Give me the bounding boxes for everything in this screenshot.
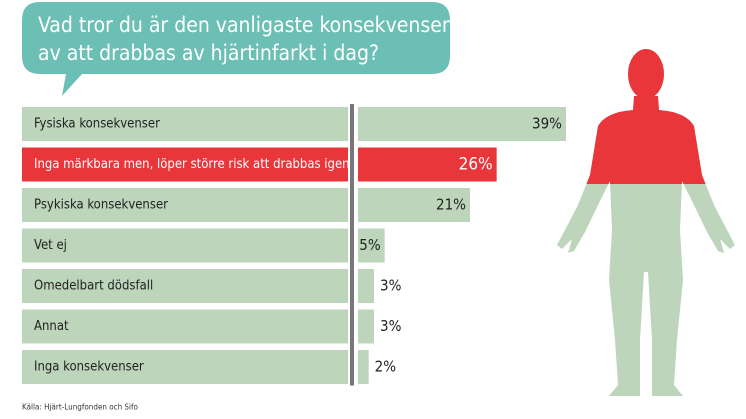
chart-title: av att drabbas av hjärtinfarkt i dag? <box>38 41 379 65</box>
bar <box>358 228 385 263</box>
category-label: Vet ej <box>34 238 67 253</box>
bar <box>358 309 374 344</box>
bar <box>358 269 374 303</box>
category-label: Omedelbart dödsfall <box>34 279 153 294</box>
value-label: 39% <box>532 115 562 133</box>
category-box <box>22 188 348 222</box>
category-label: Inga märkbara men, löper större risk att… <box>34 157 350 172</box>
category-box <box>22 350 348 384</box>
category-label: Annat <box>34 319 69 334</box>
bar <box>358 188 470 222</box>
value-label: 26% <box>459 155 493 175</box>
value-label: 5% <box>359 236 381 254</box>
chart-title: Vad tror du är den vanligaste konsekvens… <box>38 13 454 37</box>
category-box <box>22 269 348 303</box>
value-label: 3% <box>380 317 402 335</box>
value-label: 2% <box>375 358 397 376</box>
category-box <box>22 147 348 182</box>
divider <box>350 104 354 386</box>
category-label: Inga konsekvenser <box>34 360 144 375</box>
category-label: Psykiska konsekvenser <box>34 198 168 213</box>
bar <box>358 147 497 182</box>
source: Källa: Hjärt-Lungfonden och Sifo <box>22 403 139 412</box>
bar <box>358 350 369 384</box>
category-box <box>22 228 348 263</box>
value-label: 3% <box>380 277 402 295</box>
category-box <box>22 107 348 141</box>
speech-bubble <box>22 2 450 96</box>
bar <box>358 107 566 141</box>
value-label: 21% <box>436 196 466 214</box>
category-label: Fysiska konsekvenser <box>34 117 160 132</box>
category-box <box>22 309 348 344</box>
